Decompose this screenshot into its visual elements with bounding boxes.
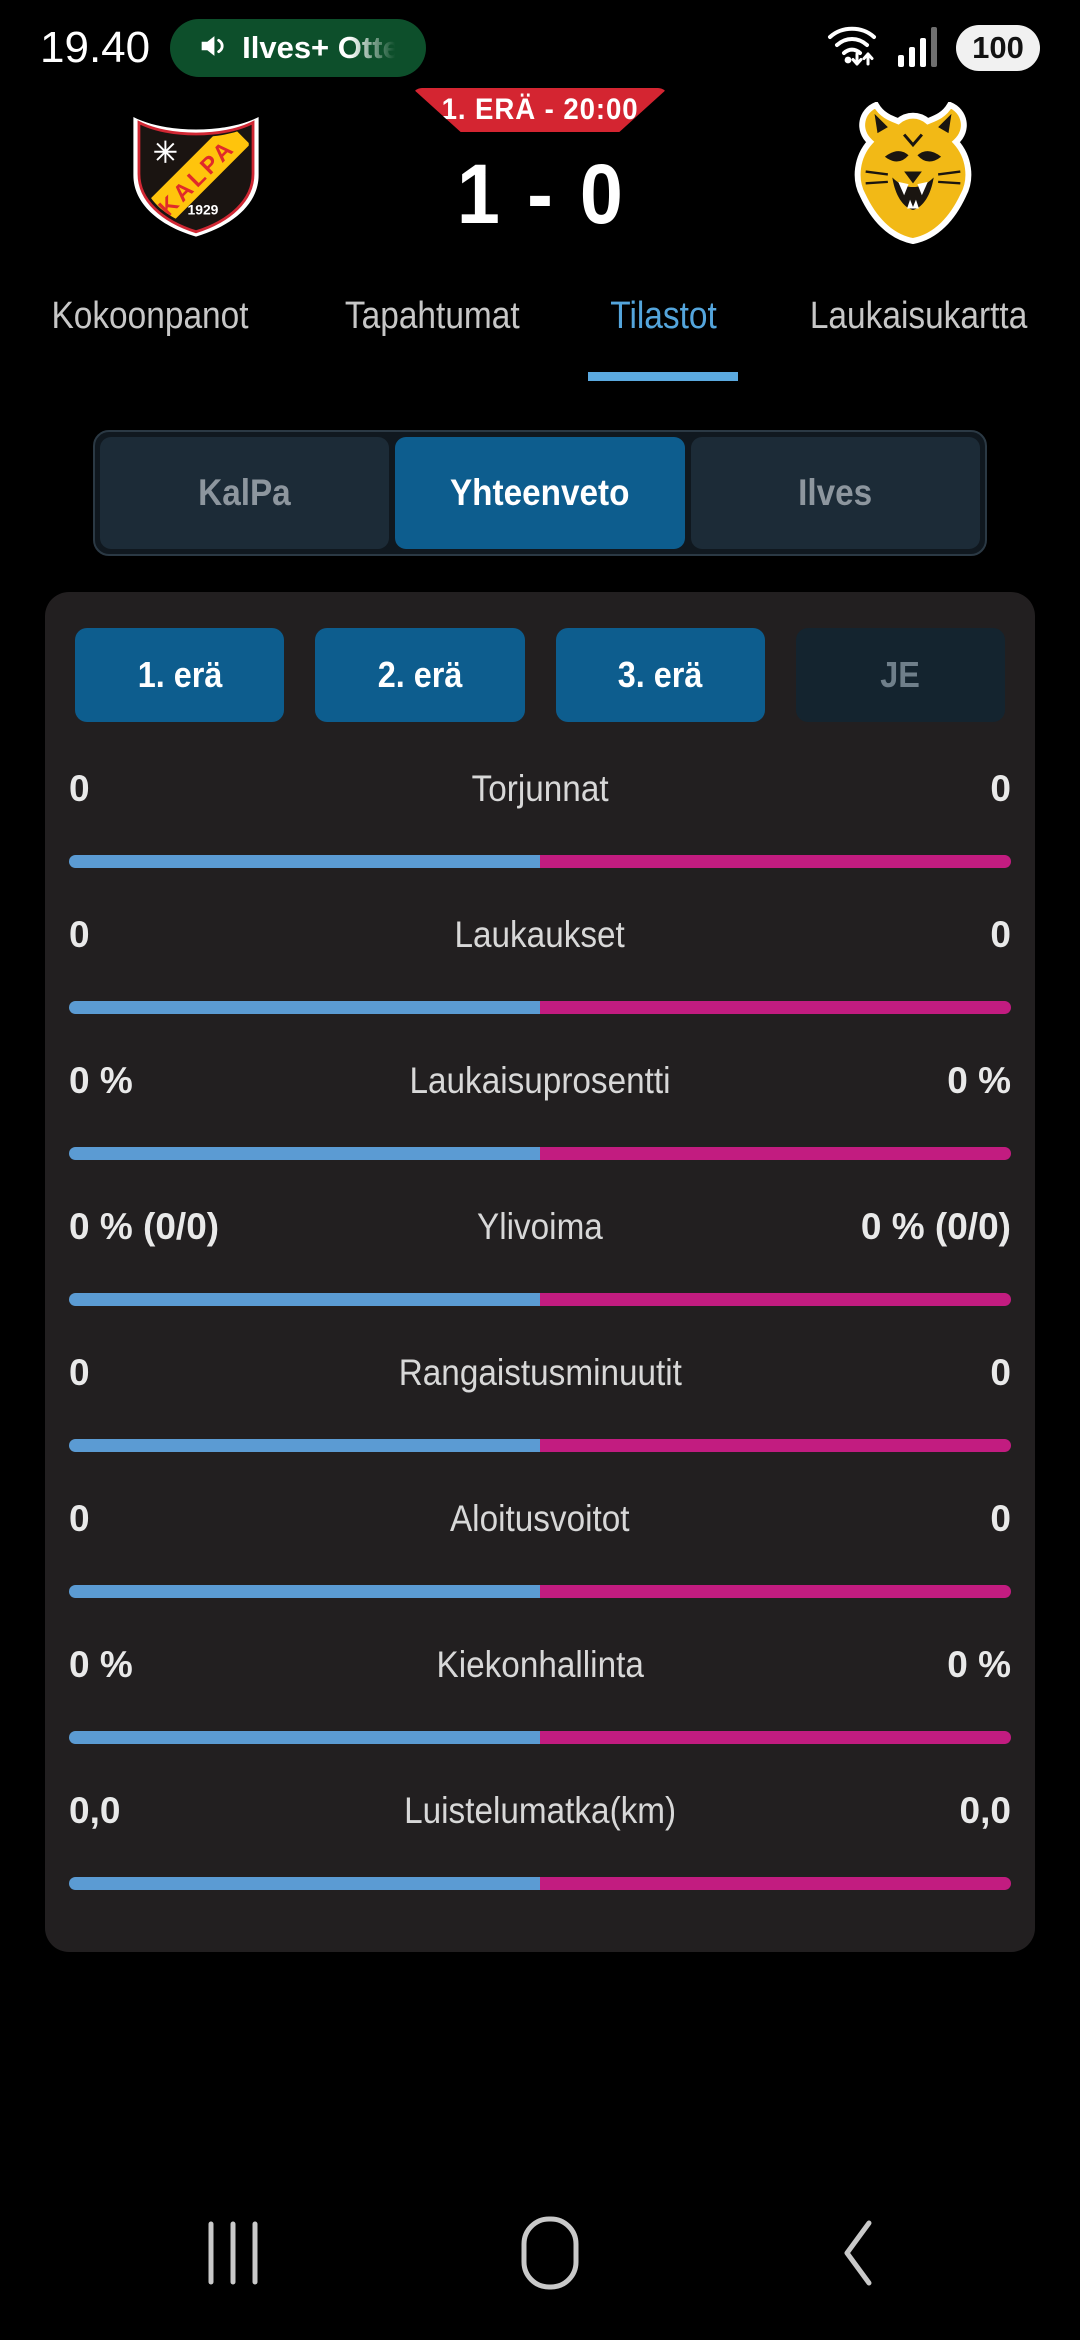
stat-row-kiekonhallinta: 0 % Kiekonhallinta 0 % [69, 1644, 1011, 1744]
tab-kokoonpanot[interactable]: Kokoonpanot [51, 295, 249, 337]
ilves-logo [838, 101, 988, 249]
stat-row-laukaukset: 0 Laukaukset 0 [69, 914, 1011, 1014]
stat-label: Aloitusvoitot [450, 1498, 630, 1539]
segment-ilves[interactable]: Ilves [690, 437, 980, 549]
period-filter-row: 1. erä 2. erä 3. erä JE [69, 628, 1011, 722]
wifi-icon [824, 21, 880, 76]
home-icon [520, 2215, 580, 2296]
stat-home-value: 0 % (0/0) [69, 1206, 220, 1247]
stat-comparison-bar [69, 1293, 1011, 1306]
stat-label: Torjunnat [471, 768, 609, 809]
stat-home-value: 0 % [69, 1060, 133, 1101]
period-button-3[interactable]: 3. erä [555, 628, 765, 722]
tab-tilastot[interactable]: Tilastot [603, 281, 724, 381]
stats-card: 1. erä 2. erä 3. erä JE 0 Torjunnat 0 0 … [45, 592, 1035, 1952]
stat-home-value: 0 [69, 1352, 90, 1393]
media-pill-label: Ilves+ Otte [242, 30, 400, 65]
stat-away-value: 0 % (0/0) [860, 1206, 1011, 1247]
stat-away-value: 0 [990, 914, 1011, 955]
period-button-1[interactable]: 1. erä [75, 628, 285, 722]
stat-away-value: 0,0 [959, 1790, 1011, 1831]
stat-away-value: 0 [990, 768, 1011, 809]
segment-yhteenveto[interactable]: Yhteenveto [395, 437, 685, 549]
stat-home-value: 0 [69, 768, 90, 809]
recents-button[interactable] [205, 2220, 261, 2291]
clock: 19.40 [40, 23, 151, 72]
scoreboard: KALPA 1929 1. ERÄ - 20:00 1 - 0 [0, 88, 1080, 278]
stat-comparison-bar [69, 1731, 1011, 1744]
kalpa-year-text: 1929 [187, 201, 218, 217]
back-button[interactable] [839, 2218, 875, 2293]
score-separator: - [527, 147, 553, 241]
battery-level: 100 [972, 30, 1024, 65]
speaker-icon [196, 29, 230, 68]
status-bar: 19.40 Ilves+ Otte [0, 0, 1080, 96]
stat-away-value: 0 [990, 1498, 1011, 1539]
battery-pill: 100 [956, 25, 1040, 71]
period-badge-label: 1. ERÄ - 20:00 [441, 93, 639, 126]
stat-home-value: 0,0 [69, 1790, 121, 1831]
stat-comparison-bar [69, 1585, 1011, 1598]
stat-row-laukaisuprosentti: 0 % Laukaisuprosentti 0 % [69, 1060, 1011, 1160]
home-score: 1 [457, 147, 501, 241]
stat-row-ylivoima: 0 % (0/0) Ylivoima 0 % (0/0) [69, 1206, 1011, 1306]
stat-home-value: 0 [69, 914, 90, 955]
period-button-je[interactable]: JE [795, 628, 1005, 722]
period-badge: 1. ERÄ - 20:00 [412, 88, 668, 132]
stat-label: Ylivoima [477, 1206, 603, 1247]
stat-away-value: 0 % [947, 1644, 1011, 1685]
back-icon [839, 2218, 875, 2293]
recents-icon [205, 2220, 261, 2291]
segment-kalpa[interactable]: KalPa [100, 437, 390, 549]
stat-row-torjunnat: 0 Torjunnat 0 [69, 768, 1011, 868]
home-button[interactable] [520, 2215, 580, 2296]
stat-home-value: 0 [69, 1498, 90, 1539]
period-button-2[interactable]: 2. erä [315, 628, 525, 722]
stat-away-value: 0 [990, 1352, 1011, 1393]
stat-label: Laukaisuprosentti [409, 1060, 671, 1101]
system-navigation-bar [0, 2170, 1080, 2340]
stat-comparison-bar [69, 855, 1011, 868]
stat-row-rangaistusminuutit: 0 Rangaistusminuutit 0 [69, 1352, 1011, 1452]
team-selector: KalPa Yhteenveto Ilves [93, 430, 987, 556]
stat-comparison-bar [69, 1877, 1011, 1890]
tab-laukaisukartta[interactable]: Laukaisukartta [809, 295, 1028, 337]
stat-away-value: 0 % [947, 1060, 1011, 1101]
score-line: 1 - 0 [455, 146, 624, 243]
media-notification-pill[interactable]: Ilves+ Otte [170, 19, 426, 77]
away-score: 0 [579, 147, 623, 241]
stat-home-value: 0 % [69, 1644, 133, 1685]
stat-label: Rangaistusminuutit [398, 1352, 682, 1393]
stat-row-aloitusvoitot: 0 Aloitusvoitot 0 [69, 1498, 1011, 1598]
signal-icon [896, 23, 940, 74]
stat-row-luistelumatka: 0,0 Luistelumatka(km) 0,0 [69, 1790, 1011, 1890]
tab-tapahtumat[interactable]: Tapahtumat [344, 295, 520, 337]
stat-comparison-bar [69, 1439, 1011, 1452]
stat-comparison-bar [69, 1001, 1011, 1014]
tab-bar: Kokoonpanot Tapahtumat Tilastot Laukaisu… [0, 281, 1080, 381]
kalpa-logo: KALPA 1929 [126, 110, 266, 243]
stat-label: Luistelumatka(km) [403, 1790, 677, 1831]
stat-label: Laukaukset [454, 914, 626, 955]
stat-comparison-bar [69, 1147, 1011, 1160]
stat-label: Kiekonhallinta [436, 1644, 644, 1685]
